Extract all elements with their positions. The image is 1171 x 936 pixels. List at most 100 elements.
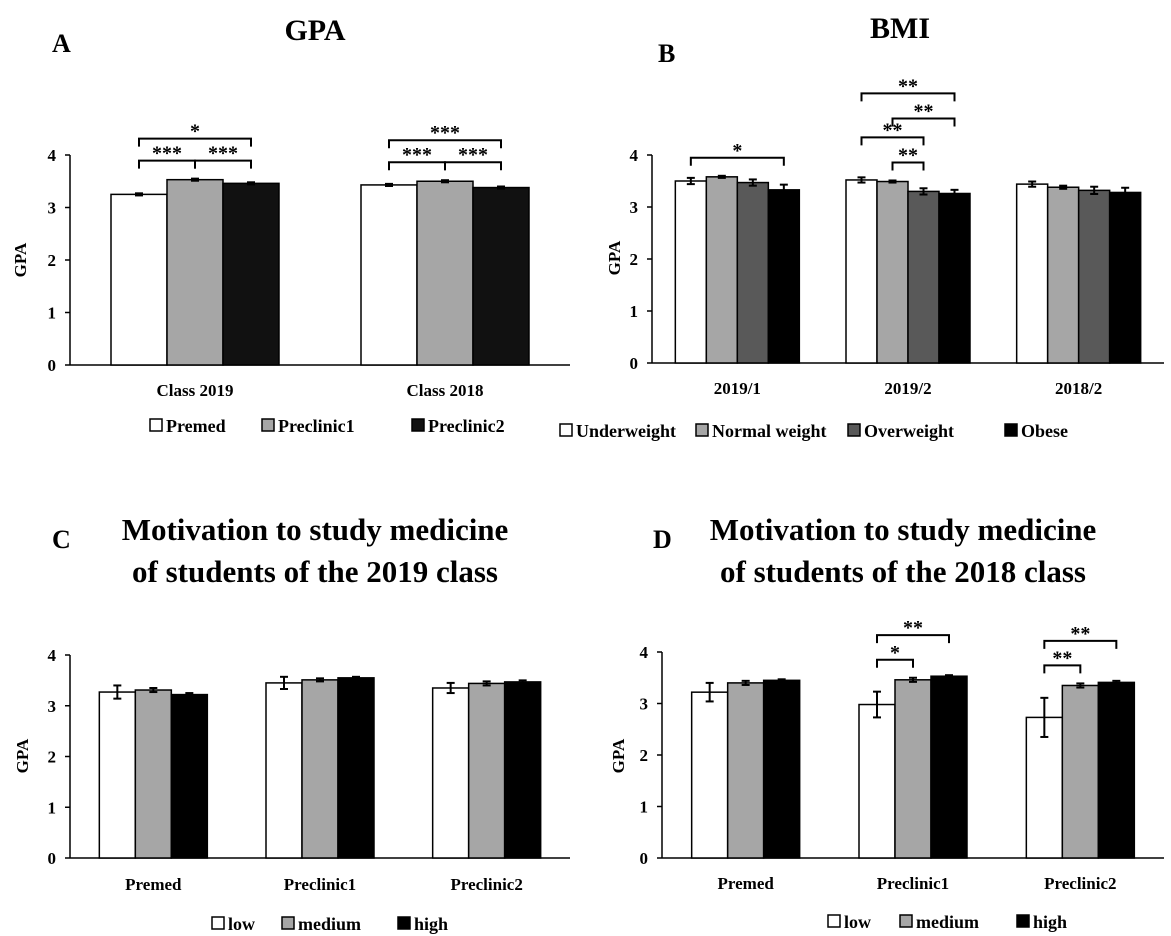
bar-high xyxy=(503,681,542,859)
y-tick-label: 4 xyxy=(640,643,649,662)
bar-medium xyxy=(894,679,932,859)
bar-preclinic2 xyxy=(472,186,530,366)
significance-label: * xyxy=(190,121,200,143)
bar-preclinic1 xyxy=(416,180,474,366)
legend-label: Normal weight xyxy=(712,421,826,441)
legend-swatch xyxy=(211,916,225,930)
chart-title-line: of students of the 2019 class xyxy=(132,554,498,589)
chart-title-line: GPA xyxy=(284,14,345,47)
bar-overweight xyxy=(736,181,770,364)
y-axis-label: GPA xyxy=(13,738,32,773)
panel-letter: C xyxy=(52,525,71,554)
chart-panel-d: D Motivation to study medicine of students… xyxy=(609,512,1164,932)
significance-label: ** xyxy=(903,617,923,639)
bar-overweight xyxy=(907,190,940,364)
y-axis-label: GPA xyxy=(609,738,628,773)
x-category-label: 2018/2 xyxy=(1055,379,1102,398)
x-category-label: 2019/1 xyxy=(714,379,761,398)
x-category-label: 2019/2 xyxy=(884,379,931,398)
x-category-label: Class 2018 xyxy=(407,381,484,400)
significance-bracket xyxy=(444,161,502,171)
y-tick-label: 1 xyxy=(48,304,57,323)
y-tick-label: 4 xyxy=(48,146,57,165)
bar-high xyxy=(1097,681,1136,859)
legend-swatch xyxy=(559,423,573,437)
bar-high xyxy=(762,679,801,859)
significance-label: ** xyxy=(883,119,903,141)
significance-label: *** xyxy=(208,143,238,165)
legend-label: Obese xyxy=(1021,421,1068,441)
bar-high xyxy=(170,693,209,859)
legend-label: Preclinic1 xyxy=(278,416,355,436)
y-tick-label: 2 xyxy=(640,746,649,765)
legend-label: high xyxy=(414,914,448,934)
bar-medium xyxy=(1061,684,1100,859)
legend-label: Preclinic2 xyxy=(428,416,505,436)
legend-label: Overweight xyxy=(864,421,954,441)
legend-label: Underweight xyxy=(576,421,676,441)
significance-bracket xyxy=(138,137,252,147)
bar-normal-weight xyxy=(705,176,739,364)
y-tick-label: 3 xyxy=(630,198,639,217)
y-tick-label: 0 xyxy=(48,356,57,375)
legend-label: low xyxy=(228,914,255,934)
bar-preclinic1 xyxy=(166,178,224,366)
legend-label: low xyxy=(844,912,871,932)
panel-letter: B xyxy=(658,39,675,68)
y-tick-label: 3 xyxy=(48,697,57,716)
significance-label: *** xyxy=(458,144,488,166)
significance-label: ** xyxy=(1052,647,1072,669)
bar-normal-weight xyxy=(1046,186,1080,364)
y-axis-label: GPA xyxy=(11,242,30,277)
chart-title-line: of students of the 2018 class xyxy=(720,554,1086,589)
bar-obese xyxy=(1108,191,1142,364)
x-category-label: Preclinic1 xyxy=(877,874,949,893)
panel-letter: D xyxy=(653,525,672,554)
bar-low xyxy=(431,687,470,859)
significance-label: ** xyxy=(898,75,918,97)
bar-high xyxy=(930,675,968,859)
significance-label: *** xyxy=(152,143,182,165)
bar-preclinic2 xyxy=(222,182,280,366)
legend-label: medium xyxy=(916,912,979,932)
bar-obese xyxy=(767,189,801,364)
y-tick-label: 1 xyxy=(630,302,639,321)
bar-low xyxy=(858,703,896,859)
significance-bracket xyxy=(860,136,925,146)
x-category-label: Premed xyxy=(717,874,774,893)
legend-swatch xyxy=(1016,914,1030,928)
bar-obese xyxy=(938,192,971,364)
y-tick-label: 1 xyxy=(48,798,57,817)
y-tick-label: 4 xyxy=(48,646,57,665)
bar-underweight xyxy=(674,180,708,364)
y-tick-label: 0 xyxy=(48,849,57,868)
y-tick-label: 0 xyxy=(630,354,639,373)
significance-bracket xyxy=(388,139,502,149)
significance-label: * xyxy=(732,140,742,162)
bar-medium xyxy=(726,682,765,859)
bar-medium xyxy=(134,689,173,859)
legend-swatch xyxy=(827,914,841,928)
x-category-label: Class 2019 xyxy=(157,381,234,400)
significance-label: * xyxy=(890,642,900,664)
significance-label: ** xyxy=(898,144,918,166)
legend-swatch xyxy=(411,418,425,432)
bar-normal-weight xyxy=(876,180,909,364)
significance-label: ** xyxy=(1070,623,1090,645)
panel-letter: A xyxy=(52,29,71,58)
x-category-label: Premed xyxy=(125,875,182,894)
bar-low xyxy=(265,682,303,859)
y-tick-label: 3 xyxy=(640,695,649,714)
legend-swatch xyxy=(281,916,295,930)
significance-bracket xyxy=(891,117,956,127)
bar-premed xyxy=(360,184,418,366)
significance-bracket xyxy=(1043,639,1118,649)
y-tick-label: 1 xyxy=(640,798,649,817)
legend-label: Premed xyxy=(166,416,226,436)
y-tick-label: 4 xyxy=(630,146,639,165)
x-category-label: Preclinic2 xyxy=(450,875,522,894)
bar-low xyxy=(690,691,729,859)
